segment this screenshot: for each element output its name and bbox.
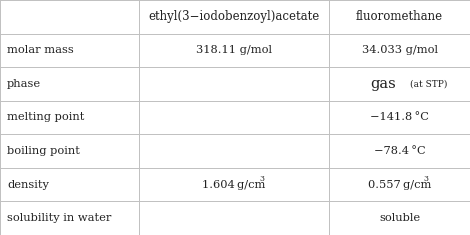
- Text: −78.4 °C: −78.4 °C: [374, 146, 425, 156]
- Text: 0.557 g/cm: 0.557 g/cm: [368, 180, 431, 190]
- Text: molar mass: molar mass: [7, 45, 74, 55]
- Text: density: density: [7, 180, 49, 190]
- Text: 34.033 g/mol: 34.033 g/mol: [361, 45, 438, 55]
- Text: boiling point: boiling point: [7, 146, 80, 156]
- Text: 3: 3: [259, 175, 265, 183]
- Text: 3: 3: [423, 175, 428, 183]
- Text: 318.11 g/mol: 318.11 g/mol: [196, 45, 272, 55]
- Text: fluoromethane: fluoromethane: [356, 10, 443, 23]
- Text: −141.8 °C: −141.8 °C: [370, 113, 429, 122]
- Text: 1.604 g/cm: 1.604 g/cm: [202, 180, 266, 190]
- Text: solubility in water: solubility in water: [7, 213, 111, 223]
- Text: phase: phase: [7, 79, 41, 89]
- Text: soluble: soluble: [379, 213, 420, 223]
- Text: melting point: melting point: [7, 113, 85, 122]
- Text: (at STP): (at STP): [410, 79, 447, 88]
- Text: gas: gas: [370, 77, 396, 91]
- Text: ethyl(3−iodobenzoyl)acetate: ethyl(3−iodobenzoyl)acetate: [148, 10, 320, 23]
